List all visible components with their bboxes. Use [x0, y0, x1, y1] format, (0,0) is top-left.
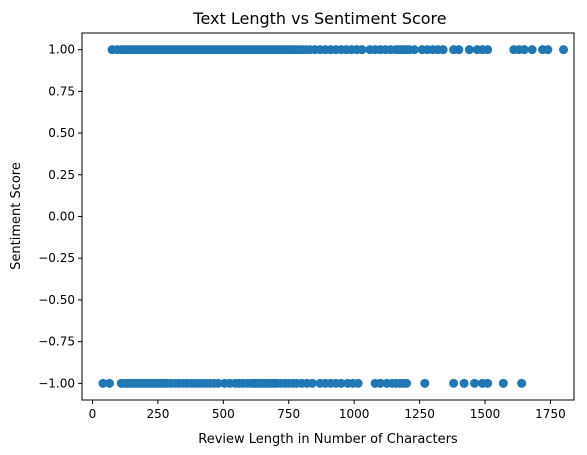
data-point	[543, 45, 553, 55]
y-tick-label: 0.50	[48, 126, 75, 140]
chart-title: Text Length vs Sentiment Score	[192, 9, 446, 28]
data-point	[307, 378, 317, 388]
x-tick-label: 0	[89, 407, 97, 421]
data-point	[357, 45, 367, 55]
y-tick-label: 0.00	[48, 210, 75, 224]
plot-frame	[81, 32, 575, 401]
x-tick-label: 1750	[535, 407, 566, 421]
data-point	[483, 378, 493, 388]
y-tick-label: −0.50	[38, 293, 75, 307]
data-point	[438, 45, 448, 55]
y-tick-label: 1.00	[48, 43, 75, 57]
data-point	[98, 378, 108, 388]
x-tick-label: 500	[212, 407, 235, 421]
x-axis-label: Review Length in Number of Characters	[198, 432, 458, 447]
data-point	[420, 378, 430, 388]
data-point	[213, 378, 223, 388]
data-point	[517, 378, 527, 388]
y-axis: 1.00 0.75 0.50 0.25 0.00 −0.25 −0.50 −0.75 −1.00	[38, 43, 82, 390]
x-tick-label: 750	[277, 407, 300, 421]
data-point	[483, 45, 493, 55]
y-tick-label: −1.00	[38, 376, 75, 390]
data-point	[336, 378, 346, 388]
data-point	[464, 45, 474, 55]
data-point	[409, 45, 419, 55]
data-point	[454, 45, 464, 55]
x-tick-label: 1250	[404, 407, 435, 421]
x-tick-label: 250	[146, 407, 169, 421]
data-point	[449, 378, 459, 388]
data-point	[375, 378, 385, 388]
data-point	[459, 378, 469, 388]
data-point	[402, 378, 412, 388]
x-tick-label: 1000	[339, 407, 370, 421]
data-point	[498, 378, 508, 388]
data-point	[104, 378, 114, 388]
y-tick-label: 0.25	[48, 168, 75, 182]
y-axis-label: Sentiment Score	[9, 162, 24, 270]
data-point	[470, 378, 480, 388]
data-point	[519, 45, 529, 55]
x-axis: 0 250 500 750 1000 1250 1500 1750	[89, 400, 566, 421]
y-tick-label: 0.75	[48, 84, 75, 98]
data-point	[527, 45, 537, 55]
y-tick-label: −0.75	[38, 335, 75, 349]
data-point	[559, 45, 569, 55]
points-layer	[98, 45, 569, 388]
data-point	[353, 378, 363, 388]
y-tick-label: −0.25	[38, 251, 75, 265]
x-tick-label: 1500	[470, 407, 501, 421]
